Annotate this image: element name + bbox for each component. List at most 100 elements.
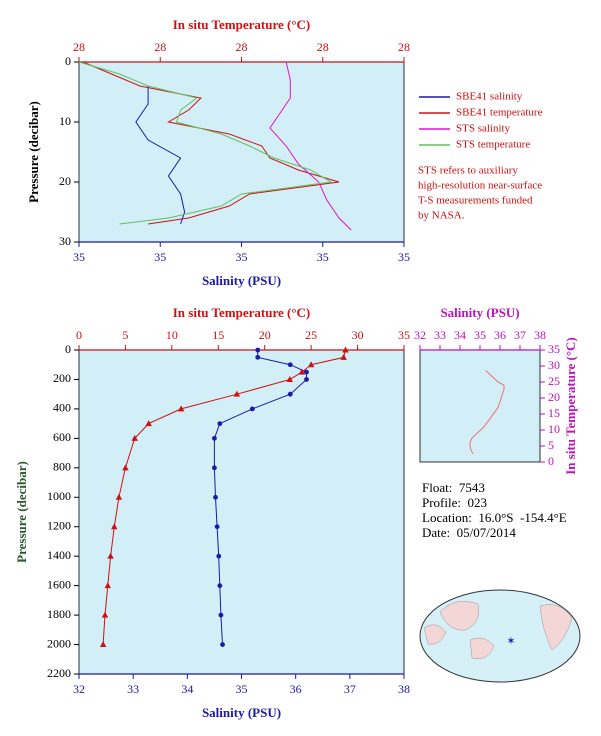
x-tick-label: 32 [414,328,426,342]
y-tick-label: 20 [548,390,560,404]
y-tick-label: 2200 [47,666,71,680]
x-axis-title: In situ Temperature (°C) [173,17,311,32]
series-line [78,61,333,225]
marker [220,642,225,647]
x-tick-label: 34 [454,328,466,342]
x-tick-label: 35 [154,250,166,264]
y-tick-label: 0 [65,54,71,68]
marker [111,523,118,530]
x-tick-label: 10 [166,328,178,342]
marker [298,368,306,375]
x-tick-label: 30 [352,328,364,342]
land [439,601,479,631]
marker [101,611,109,618]
annotation: by NASA. [418,210,465,222]
y-tick-label: 10 [59,114,71,128]
marker [233,390,241,397]
marker [122,464,129,471]
marker [342,346,349,353]
x-tick-label: 34 [181,682,193,696]
date: Date: 05/07/2014 [422,525,516,540]
x-axis-title: Salinity (PSU) [202,273,281,288]
x-tick-label: 0 [76,328,82,342]
x-tick-label: 28 [236,40,248,54]
y-tick-label: 800 [53,460,71,474]
y-tick-label: 1400 [47,548,71,562]
marker [307,361,315,368]
y-axis-title: Pressure (decibar) [14,461,29,563]
marker [216,553,222,559]
y-tick-label: 1000 [47,489,71,503]
y-axis-title: Pressure (decibar) [26,101,41,203]
marker [287,362,293,368]
x-tick-label: 35 [317,250,329,264]
y-tick-label: 1600 [47,577,71,591]
y-tick-label: 600 [53,430,71,444]
series-line [269,61,352,231]
series-line [469,370,505,455]
x-tick-label: 20 [259,328,271,342]
x-tick-label: 28 [317,40,329,54]
y-tick-label: 35 [548,342,560,356]
marker [131,434,138,441]
marker [212,435,217,441]
y-tick-label: 10 [548,422,560,436]
x-tick-label: 37 [514,328,526,342]
marker [145,420,152,427]
series-line [135,86,186,225]
y-tick-label: 5 [548,438,554,452]
marker [177,405,185,412]
marker [249,406,255,412]
x-axis-title: In situ Temperature (°C) [173,305,311,320]
marker [218,612,224,618]
y-axis-title: In situ Temperature (°C) [563,337,578,475]
annotation: STS refers to auxiliary [418,165,518,177]
marker [304,369,309,375]
x-tick-label: 33 [434,328,446,342]
x-tick-label: 25 [305,328,317,342]
x-axis-title: Salinity (PSU) [202,705,281,720]
series-line [102,349,346,645]
marker [104,582,111,589]
y-tick-label: 0 [548,454,554,468]
marker [213,494,218,500]
x-tick-label: 28 [154,40,166,54]
annotation: T-S measurements funded [418,195,533,207]
y-tick-label: 200 [53,371,71,385]
marker [217,583,223,589]
x-tick-label: 33 [127,682,139,696]
legend-label: SBE41 temperature [456,107,543,119]
land [539,604,573,651]
location-map: ✶ [419,589,581,683]
legend-label: SBE41 salinity [456,91,523,103]
marker [212,465,217,471]
land [469,637,495,659]
legend-label: STS salinity [456,123,511,135]
x-tick-label: 28 [398,40,410,54]
x-tick-label: 35 [398,250,410,264]
marker [115,493,123,500]
x-tick-label: 38 [534,328,546,342]
marker [286,375,293,382]
float-marker: ✶ [506,636,515,648]
y-tick-label: 15 [548,406,560,420]
marker [255,354,261,360]
location: Location: 16.0°S -154.4°E [422,510,567,525]
annotation: high-resolution near-surface [418,180,542,192]
series-line [82,61,340,225]
x-tick-label: 38 [398,682,410,696]
marker [107,552,114,559]
marker [287,391,293,397]
x-tick-label: 35 [236,682,248,696]
legend-label: STS temperature [456,139,530,151]
marker [99,641,107,648]
x-tick-label: 35 [398,328,410,342]
y-tick-label: 1800 [47,607,71,621]
x-tick-label: 32 [73,682,85,696]
x-tick-label: 35 [73,250,85,264]
y-tick-label: 25 [548,374,560,388]
x-tick-label: 35 [474,328,486,342]
y-tick-label: 400 [53,401,71,415]
marker [217,421,223,427]
